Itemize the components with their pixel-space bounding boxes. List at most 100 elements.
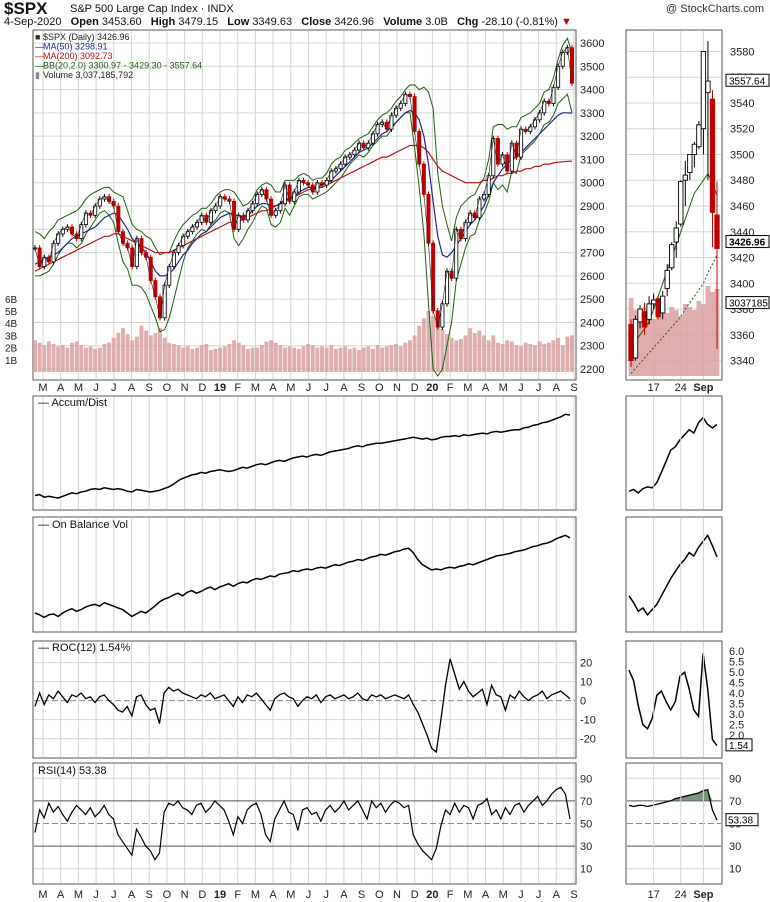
price-candle <box>264 189 269 200</box>
x-tick-label: M <box>463 889 472 901</box>
ohlc-summary: 4-Sep-2020 Open 3453.60 High 3479.15 Low… <box>4 16 572 28</box>
roc-zoom-tick-label: 4.5 <box>729 678 744 690</box>
volume-bar <box>60 345 65 372</box>
high-label: High <box>150 16 176 28</box>
x-tick-label: D <box>198 889 206 901</box>
close-value: 3426.96 <box>334 16 375 28</box>
volume-bar <box>380 347 385 372</box>
volume-bar <box>468 328 473 372</box>
price-candle <box>519 128 524 158</box>
x-tick-label: J <box>93 382 99 394</box>
legend-bb-text: BB(20,2.0) 3300.97 - 3429.30 - 3557.64 <box>43 61 202 71</box>
volume-bar <box>435 324 440 372</box>
volume-bar <box>74 341 79 372</box>
x-tick-label: A <box>482 889 490 901</box>
volume-bar <box>273 342 278 372</box>
volume-label: Volume <box>383 16 423 28</box>
volume-bar <box>176 345 181 372</box>
price-candle <box>315 182 320 193</box>
price-candle <box>218 196 223 207</box>
volume-bar <box>310 345 315 372</box>
price-candle <box>162 284 167 319</box>
rsi-tick-label: 50 <box>580 819 592 831</box>
x-tick-label: N <box>181 889 189 901</box>
zoom-candle-body <box>687 154 693 173</box>
price-candle <box>463 221 468 240</box>
price-candle <box>255 193 260 205</box>
price-candle <box>144 252 149 258</box>
x-tick-label: N <box>181 382 189 394</box>
volume-bar <box>158 328 162 372</box>
price-candle <box>403 93 408 104</box>
rsi-value-tag: 53.38 <box>728 816 753 827</box>
volume-bar <box>445 334 449 372</box>
volume-bar <box>125 334 130 372</box>
volume-bar <box>551 340 556 372</box>
x-tick-label: M <box>251 889 260 901</box>
price-candle <box>139 238 144 253</box>
x-tick-label: J <box>306 889 312 901</box>
volume-bar <box>111 337 116 372</box>
rsi-tick-label: 10 <box>580 864 592 876</box>
volume-bar <box>394 343 399 372</box>
volume-bar <box>292 347 297 372</box>
volume-bar <box>491 335 496 372</box>
zoom-volume-bar <box>678 316 684 376</box>
low-label: Low <box>227 16 250 28</box>
zoom-y-tick-label: 3360 <box>730 330 754 342</box>
volume-bar <box>347 348 352 372</box>
volume-bar <box>33 340 37 372</box>
volume-bar <box>389 345 394 372</box>
volume-bar <box>245 348 250 372</box>
y-tick-label: 3500 <box>580 61 604 73</box>
x-tick-label: S <box>358 889 365 901</box>
zoom-candle-body <box>650 299 657 305</box>
exchange-text: INDX <box>207 3 234 15</box>
y-tick-label: 3400 <box>580 85 604 97</box>
zoom-volume-bar <box>673 310 679 376</box>
volume-bar <box>565 336 570 372</box>
roc-tick-label: 0 <box>580 696 586 708</box>
zoom-candle-body <box>628 324 634 361</box>
price-candle <box>370 133 375 144</box>
x-tick-label: D <box>411 382 419 394</box>
down-arrow-icon: ▼ <box>560 16 572 28</box>
price-candle <box>176 245 181 253</box>
volume-axis-label: 5B <box>5 307 18 318</box>
price-candle <box>542 100 547 114</box>
y-tick-label: 3200 <box>580 131 604 143</box>
volume-bar <box>315 347 320 372</box>
symbol-title: $SPX <box>4 0 48 18</box>
x-tick-label: J <box>323 382 329 394</box>
date-text: 4-Sep-2020 <box>4 16 62 28</box>
price-candle <box>185 231 190 237</box>
volume-bar <box>366 346 371 372</box>
volume-bar <box>167 342 172 372</box>
zoom-volume-bar <box>687 307 693 376</box>
zoom-candle-body <box>691 143 698 155</box>
volume-bar <box>398 346 403 372</box>
y-tick-label: 3300 <box>580 108 604 120</box>
price-candle <box>157 296 162 319</box>
open-value: 3453.60 <box>101 16 142 28</box>
y-tick-label: 3100 <box>580 154 604 166</box>
obv-zoom-line <box>628 533 718 617</box>
price-candle <box>556 65 561 88</box>
price-candle <box>454 228 459 279</box>
roc-line <box>34 658 571 754</box>
volume-bar <box>417 325 422 372</box>
x-tick-label: S <box>146 889 153 901</box>
volume-bar <box>107 342 112 372</box>
x-tick-label: N <box>393 889 401 901</box>
x-tick-label: J <box>536 889 542 901</box>
price-candle <box>495 138 500 165</box>
roc-zoom-tick-label: 5.0 <box>729 667 744 679</box>
zoom-x-tick-label: Sep <box>693 382 713 394</box>
rsi-overbought-fill <box>629 789 717 801</box>
volume-bar <box>472 332 477 372</box>
x-tick-label: O <box>163 382 172 394</box>
volume-bar <box>250 347 255 372</box>
volume-bar <box>329 345 334 372</box>
volume-bar <box>139 325 144 372</box>
zoom-volume-bar <box>655 316 661 376</box>
